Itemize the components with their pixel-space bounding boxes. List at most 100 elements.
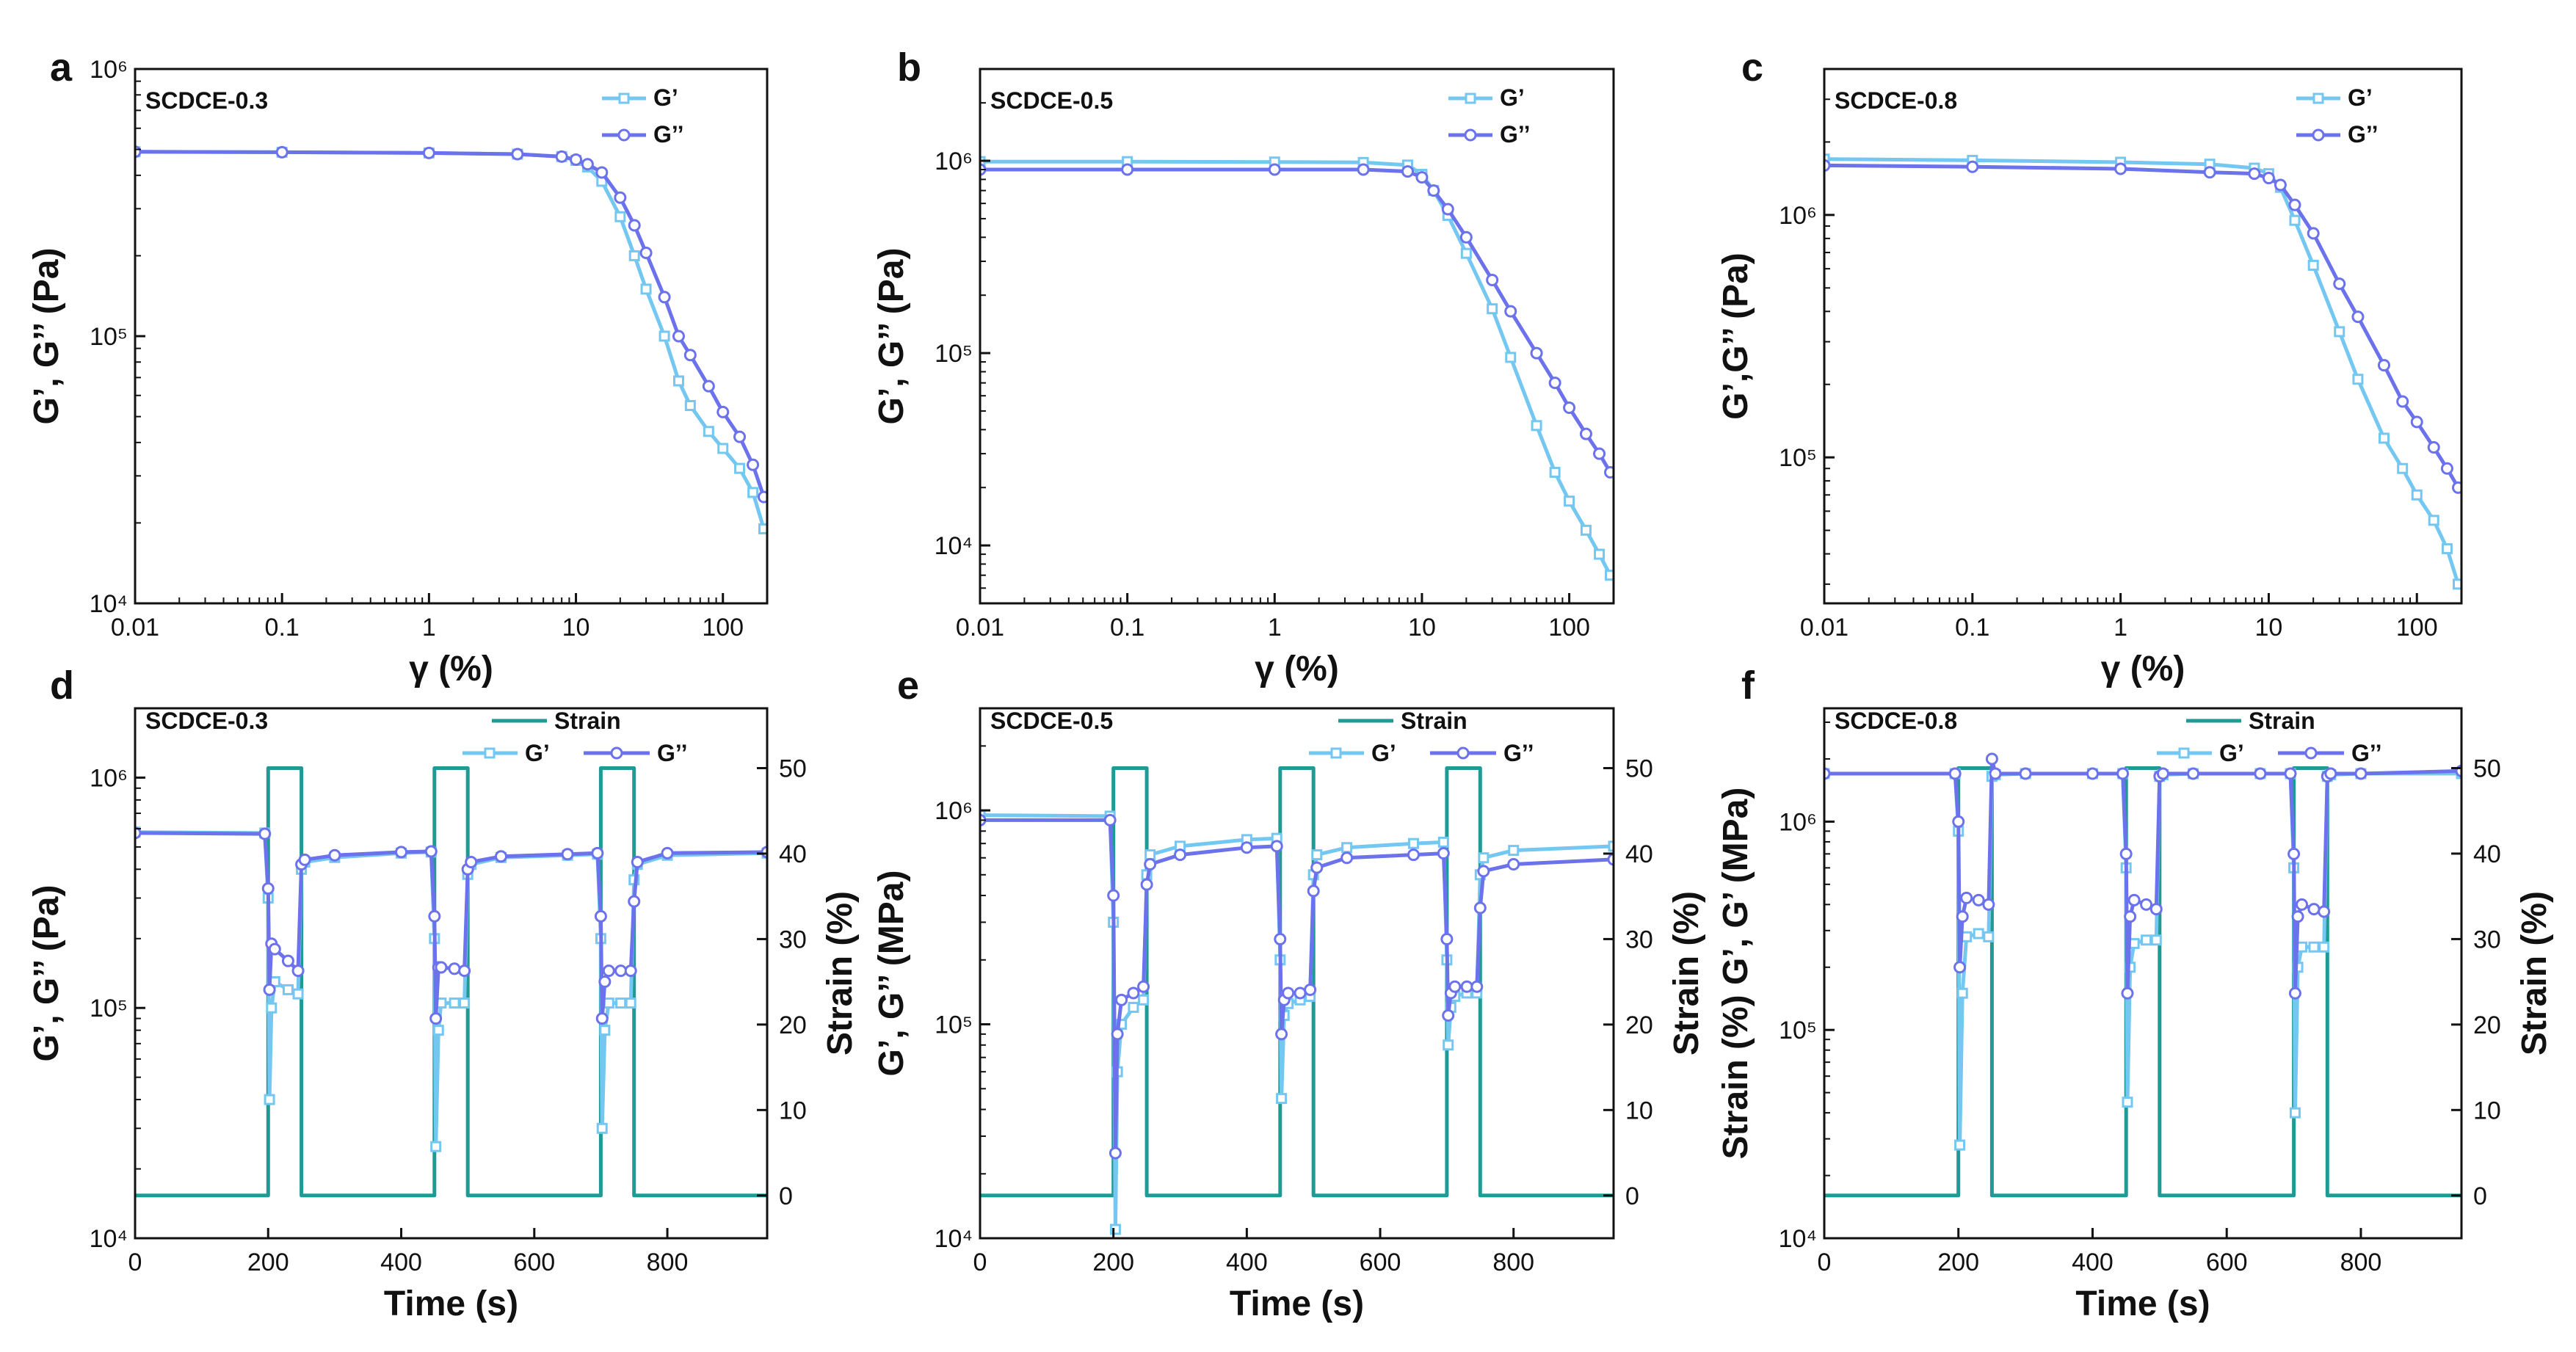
data-point-g-double-prime xyxy=(591,846,604,859)
plot-frame xyxy=(1823,707,2463,1240)
series-line-g-double-prime xyxy=(980,818,1614,1155)
data-point-g-prime xyxy=(1487,303,1498,315)
x-axis-label: γ (%) xyxy=(1255,650,1339,688)
data-point-g-double-prime xyxy=(1103,813,1117,826)
legend-label-g-prime: G’ xyxy=(1500,84,1525,111)
data-point-g-double-prime xyxy=(594,909,607,923)
series-line-g-double-prime xyxy=(1824,757,2461,995)
data-point-g-double-prime xyxy=(1140,878,1153,891)
data-point-g-prime xyxy=(2289,1107,2301,1119)
series-line-g-prime xyxy=(135,830,767,1149)
x-tick-label: 0 xyxy=(1818,1249,1832,1276)
panel-letter: f xyxy=(1741,664,1755,708)
y-tick-label: 10⁶ xyxy=(935,797,973,825)
x-tick-label: 0.01 xyxy=(111,614,159,642)
data-point-g-double-prime xyxy=(716,405,730,418)
data-point-g-double-prime xyxy=(614,191,627,204)
data-point-g-double-prime xyxy=(2333,277,2346,291)
data-point-g-double-prime xyxy=(2149,903,2163,916)
data-point-g-double-prime xyxy=(1407,848,1420,862)
plot-area xyxy=(135,766,767,1198)
legend-marker-g-prime xyxy=(2178,747,2190,759)
data-point-g-double-prime xyxy=(1268,163,1281,176)
legend-label-g-double-prime: G’’ xyxy=(2351,740,2381,766)
data-point-g-prime xyxy=(747,487,759,498)
plot-area xyxy=(980,156,1614,581)
y2-tick-label: 20 xyxy=(2473,1011,2501,1039)
data-point-g-double-prime xyxy=(631,855,644,868)
data-point-g-double-prime xyxy=(494,850,507,863)
plot-area xyxy=(135,145,767,535)
data-point-g-prime xyxy=(1580,524,1592,536)
x-axis-label: γ (%) xyxy=(2101,650,2185,688)
data-point-g-double-prime xyxy=(1275,1028,1288,1041)
x-tick-label: 600 xyxy=(513,1249,555,1276)
x-tick-label: 0.1 xyxy=(1955,614,1989,642)
data-point-g-prime xyxy=(1437,836,1449,848)
sample-name: SCDCE-0.8 xyxy=(1835,708,1957,734)
data-point-g-prime xyxy=(1549,466,1561,478)
data-point-g-prime xyxy=(2453,578,2461,590)
data-point-g-prime xyxy=(625,997,636,1009)
data-point-g-double-prime xyxy=(2203,166,2216,179)
legend-label-g-double-prime: G’’ xyxy=(657,740,687,766)
data-point-g-double-prime xyxy=(2284,767,2297,780)
data-point-g-double-prime xyxy=(614,964,628,978)
legend-label-strain: Strain xyxy=(554,708,621,734)
data-point-g-double-prime xyxy=(1294,986,1307,1000)
data-point-g-double-prime xyxy=(1441,203,1454,216)
data-point-g-prime xyxy=(717,443,729,454)
data-point-g-double-prime xyxy=(1824,767,1831,780)
legend-marker-g-double-prime xyxy=(2312,128,2325,142)
data-point-g-double-prime xyxy=(1953,961,1967,974)
data-point-g-prime xyxy=(1505,352,1517,363)
data-point-g-double-prime xyxy=(2140,898,2153,911)
data-point-g-double-prime xyxy=(595,166,609,179)
data-point-g-double-prime xyxy=(595,1012,609,1025)
data-point-g-prime xyxy=(1128,1001,1139,1013)
legend-marker-g-prime xyxy=(1465,92,1476,104)
data-point-g-double-prime xyxy=(1989,767,2002,780)
sample-name: SCDCE-0.8 xyxy=(1835,87,1957,114)
data-point-g-prime xyxy=(1956,987,1968,999)
legend-marker-g-double-prime xyxy=(610,746,623,760)
y-tick-label: 10⁵ xyxy=(90,323,128,351)
x-axis-label: Time (s) xyxy=(2075,1284,2210,1323)
plot-frame xyxy=(979,68,1615,605)
data-point-g-double-prime xyxy=(2156,767,2169,780)
data-point-g-prime xyxy=(266,1002,277,1014)
data-point-g-double-prime xyxy=(2288,198,2301,211)
sample-name: SCDCE-0.3 xyxy=(145,708,268,734)
y2-axis-label: Strain (%) xyxy=(2515,891,2554,1055)
y2-tick-label: 40 xyxy=(779,840,807,868)
x-tick-label: 0.1 xyxy=(265,614,300,642)
data-point-g-prime xyxy=(758,523,767,535)
plot-area xyxy=(1824,153,2461,590)
data-point-g-double-prime xyxy=(2324,767,2337,780)
data-point-g-double-prime xyxy=(2086,767,2099,780)
legend-marker-g-prime xyxy=(618,92,630,104)
plot-area xyxy=(980,766,1614,1235)
legend-label-strain: Strain xyxy=(1401,708,1467,734)
data-point-g-double-prime xyxy=(598,975,612,988)
data-point-g-prime xyxy=(2289,214,2301,226)
data-point-g-double-prime xyxy=(291,964,305,978)
data-point-g-double-prime xyxy=(561,848,574,861)
y2-tick-label: 10 xyxy=(1625,1097,1653,1124)
data-point-g-double-prime xyxy=(1270,840,1283,853)
data-point-g-double-prime xyxy=(135,826,142,840)
y-axis-label: Strain (%) G’, G’ (MPa) xyxy=(1716,788,1755,1160)
y-tick-label: 10⁶ xyxy=(935,148,973,175)
series-line-g-double-prime xyxy=(980,167,1612,473)
data-point-g-prime xyxy=(1311,849,1323,861)
chart-panel-d: 0 200 400 600 800 10⁴ 10⁵ 10⁶ 0 10 20 30 40 50 Strain … xyxy=(27,664,860,1323)
y2-tick-label: 10 xyxy=(779,1097,807,1124)
legend-label-g-double-prime: G’’ xyxy=(1503,740,1534,766)
x-tick-label: 1 xyxy=(2114,614,2127,642)
data-point-g-double-prime xyxy=(2351,310,2365,324)
x-tick-label: 100 xyxy=(1548,614,1590,642)
data-point-g-double-prime xyxy=(1507,857,1520,871)
y2-tick-label: 20 xyxy=(779,1011,807,1039)
plot-area xyxy=(1824,752,2461,1198)
x-axis-label: Time (s) xyxy=(384,1284,518,1323)
